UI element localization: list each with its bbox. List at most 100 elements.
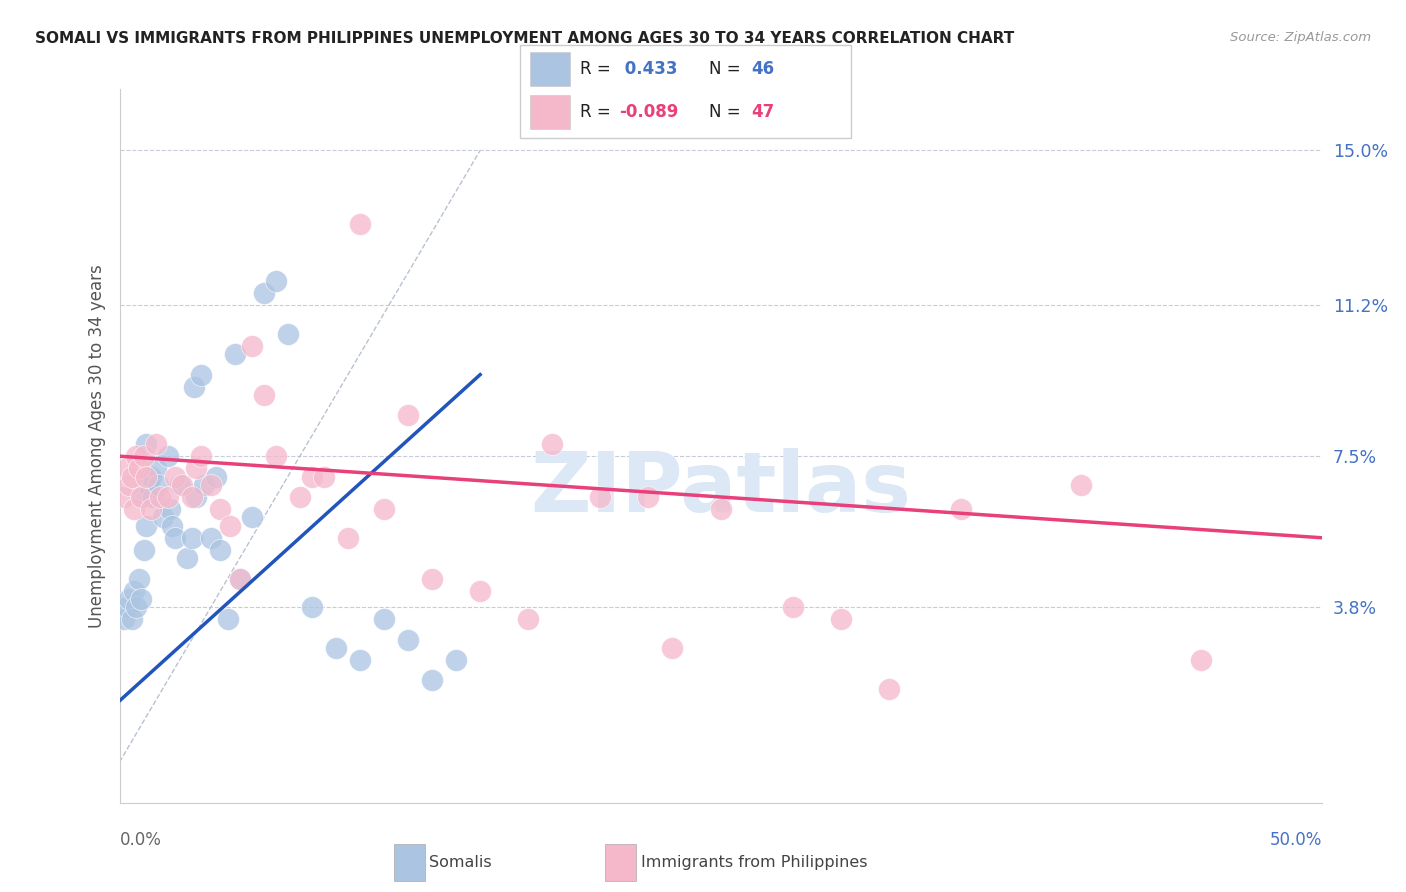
Point <box>468 583 492 598</box>
Point <box>301 600 323 615</box>
Point <box>169 477 191 491</box>
Text: SOMALI VS IMMIGRANTS FROM PHILIPPINES UNEMPLOYMENT AMONG AGES 30 TO 34 YEARS COR: SOMALI VS IMMIGRANTS FROM PHILIPPINES UN… <box>35 31 1014 46</box>
Point <box>145 461 167 475</box>
Point <box>1189 653 1212 667</box>
Point <box>349 217 371 231</box>
Point <box>637 490 659 504</box>
Point <box>132 543 155 558</box>
Point <box>149 490 172 504</box>
Point <box>135 518 157 533</box>
Point <box>139 502 162 516</box>
Point <box>240 510 263 524</box>
Point <box>209 543 232 558</box>
Point <box>125 449 148 463</box>
Point <box>129 490 152 504</box>
Text: Immigrants from Philippines: Immigrants from Philippines <box>641 855 868 870</box>
Point <box>156 449 179 463</box>
Point <box>420 572 443 586</box>
Point <box>176 551 198 566</box>
Text: ZIPatlas: ZIPatlas <box>530 449 911 529</box>
Point <box>420 673 443 688</box>
Point <box>121 612 143 626</box>
Point <box>877 681 900 696</box>
Point <box>1070 477 1092 491</box>
Point <box>336 531 359 545</box>
Point <box>373 502 395 516</box>
FancyBboxPatch shape <box>530 95 569 129</box>
Point <box>162 518 184 533</box>
Point <box>301 469 323 483</box>
Text: N =: N = <box>709 103 745 121</box>
Point <box>115 461 138 475</box>
Point <box>118 477 141 491</box>
Point <box>325 640 347 655</box>
Point <box>228 572 250 586</box>
Point <box>159 502 181 516</box>
Point <box>163 531 186 545</box>
Point <box>240 339 263 353</box>
Point <box>396 409 419 423</box>
Point <box>253 388 276 402</box>
Point <box>135 437 157 451</box>
Point <box>180 531 202 545</box>
Point <box>112 612 135 626</box>
Text: Somalis: Somalis <box>429 855 492 870</box>
Point <box>138 477 160 491</box>
Point <box>186 490 208 504</box>
Point <box>288 490 311 504</box>
Point <box>661 640 683 655</box>
Point <box>183 380 205 394</box>
Point <box>128 572 150 586</box>
Point <box>253 286 276 301</box>
Point <box>152 510 174 524</box>
Point <box>209 502 232 516</box>
Point <box>264 274 287 288</box>
Point <box>139 469 162 483</box>
Point <box>200 531 222 545</box>
Point <box>186 461 208 475</box>
Point <box>396 632 419 647</box>
FancyBboxPatch shape <box>520 45 851 138</box>
Text: 46: 46 <box>751 60 775 78</box>
Point <box>163 469 186 483</box>
Point <box>112 490 135 504</box>
Point <box>170 477 193 491</box>
Point <box>217 612 239 626</box>
Point <box>444 653 467 667</box>
Point <box>145 437 167 451</box>
Point <box>709 502 731 516</box>
Point <box>121 469 143 483</box>
Y-axis label: Unemployment Among Ages 30 to 34 years: Unemployment Among Ages 30 to 34 years <box>87 264 105 628</box>
Point <box>541 437 564 451</box>
FancyBboxPatch shape <box>530 52 569 86</box>
Point <box>349 653 371 667</box>
Point <box>373 612 395 626</box>
Point <box>180 490 202 504</box>
Text: -0.089: -0.089 <box>620 103 679 121</box>
Point <box>219 518 242 533</box>
Text: N =: N = <box>709 60 745 78</box>
Text: R =: R = <box>579 60 616 78</box>
Point <box>115 600 138 615</box>
Point <box>517 612 540 626</box>
Point <box>135 469 157 483</box>
Point <box>264 449 287 463</box>
Point <box>949 502 972 516</box>
Point <box>193 477 215 491</box>
Point <box>589 490 612 504</box>
Point <box>277 326 299 341</box>
Point <box>228 572 250 586</box>
Text: 0.433: 0.433 <box>620 60 678 78</box>
Text: 50.0%: 50.0% <box>1270 831 1322 849</box>
Point <box>224 347 246 361</box>
Point <box>830 612 852 626</box>
Point <box>129 591 152 606</box>
Point <box>128 461 150 475</box>
Point <box>142 490 165 504</box>
Point <box>190 368 212 382</box>
Point <box>782 600 804 615</box>
Point <box>156 490 179 504</box>
Point <box>125 600 148 615</box>
Text: 47: 47 <box>751 103 775 121</box>
Point <box>122 583 145 598</box>
